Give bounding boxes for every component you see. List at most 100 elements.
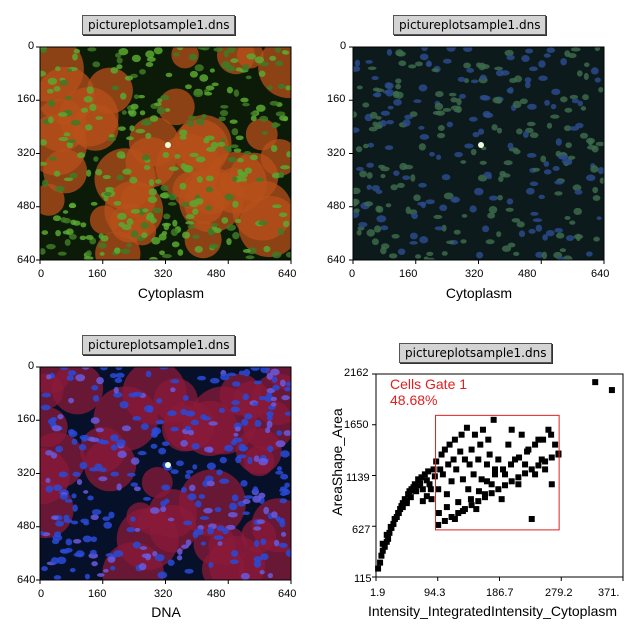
cell	[40, 139, 47, 146]
cell	[232, 232, 240, 240]
cell	[544, 99, 550, 106]
cell	[121, 224, 132, 231]
cell	[51, 515, 59, 520]
cell	[413, 194, 421, 202]
cell	[446, 47, 456, 52]
cell	[569, 126, 580, 131]
overlay-region	[40, 98, 87, 152]
panel-1-file-label[interactable]: pictureplotsample1.dns	[82, 15, 236, 35]
data-point	[508, 426, 515, 433]
cell	[528, 66, 538, 72]
panel-2-image[interactable]	[316, 0, 633, 316]
cell	[42, 179, 49, 187]
cell	[130, 516, 136, 522]
cell	[41, 230, 49, 235]
cell	[197, 47, 206, 50]
cell	[384, 145, 394, 151]
cell	[206, 462, 216, 470]
cell	[367, 66, 377, 71]
cell	[113, 386, 119, 394]
cell	[374, 225, 382, 233]
cell	[226, 67, 236, 72]
cell	[41, 392, 52, 398]
cell	[546, 47, 556, 54]
cell	[396, 182, 405, 189]
cell	[70, 119, 81, 126]
cell	[546, 122, 553, 129]
cell	[168, 166, 179, 171]
cell	[418, 143, 426, 151]
data-point	[457, 448, 464, 455]
cell	[95, 427, 104, 433]
cell	[174, 153, 181, 159]
cell	[139, 68, 146, 75]
cell	[385, 203, 392, 208]
cell	[205, 175, 214, 182]
panel-2-file-label[interactable]: pictureplotsample1.dns	[393, 15, 547, 35]
cell	[233, 432, 239, 437]
data-point	[425, 468, 432, 475]
cell	[513, 251, 520, 256]
cell	[116, 64, 123, 70]
cell	[72, 504, 78, 512]
cell	[272, 204, 282, 209]
cell	[159, 192, 170, 199]
cell	[220, 138, 226, 142]
cell	[387, 105, 394, 110]
cell	[506, 198, 514, 205]
cell	[40, 248, 46, 255]
cell	[538, 75, 548, 81]
cell	[545, 229, 555, 237]
cell	[530, 211, 539, 216]
scatter-file-label[interactable]: pictureplotsample1.dns	[399, 343, 553, 363]
data-point	[535, 436, 542, 443]
data-point	[418, 474, 425, 481]
cell	[233, 89, 240, 97]
gate-rectangle[interactable]	[435, 414, 560, 531]
cell	[124, 75, 134, 81]
cell	[269, 100, 279, 106]
cell	[279, 115, 289, 121]
cell	[170, 426, 179, 432]
data-point	[470, 471, 477, 478]
cell	[150, 443, 158, 449]
cell	[567, 52, 577, 59]
panel-3-image[interactable]	[0, 316, 316, 633]
cell	[134, 527, 141, 532]
micrograph	[40, 47, 291, 260]
panel-1-image[interactable]	[0, 0, 316, 316]
data-point	[411, 481, 418, 488]
cell	[40, 70, 47, 77]
cell	[187, 493, 197, 501]
cell	[244, 413, 253, 420]
cell	[227, 511, 238, 518]
cell	[129, 176, 138, 184]
cell	[429, 151, 435, 157]
cell	[230, 58, 239, 63]
cell	[89, 103, 97, 112]
data-point	[431, 473, 438, 480]
cell	[565, 142, 572, 149]
cell	[199, 516, 210, 520]
cell	[115, 367, 123, 371]
overlay-region	[238, 195, 291, 258]
cell	[204, 91, 213, 96]
cell	[446, 121, 454, 128]
panel-3-file-label[interactable]: pictureplotsample1.dns	[82, 335, 236, 355]
data-point	[379, 540, 386, 547]
cell	[59, 494, 69, 500]
cell	[240, 479, 248, 487]
panel-3-xtick-3: 480	[207, 588, 226, 600]
cell	[271, 511, 278, 519]
cell	[267, 85, 273, 90]
cell	[46, 374, 52, 380]
cell	[567, 155, 576, 160]
cell	[252, 402, 259, 407]
cell	[421, 47, 428, 52]
scatter-plot[interactable]	[316, 316, 633, 633]
cell	[253, 526, 262, 531]
panel-1-xtick-0: 0	[38, 268, 45, 280]
cell	[53, 484, 63, 491]
gate-label[interactable]: Cells Gate 1 48.68%	[390, 376, 467, 408]
cell	[98, 242, 107, 249]
